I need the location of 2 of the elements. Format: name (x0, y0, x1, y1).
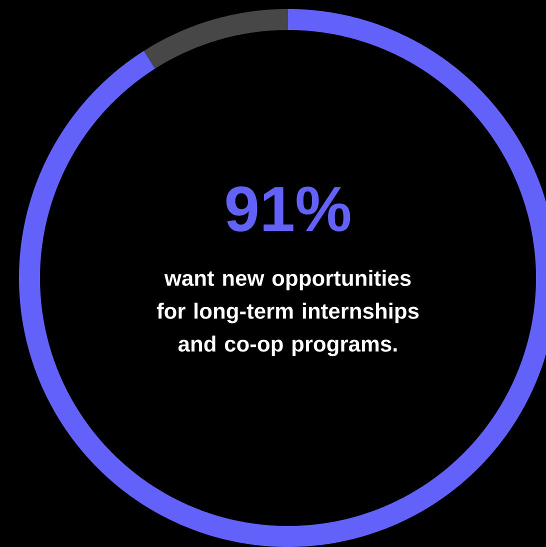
data-label: 91% (226, 186, 350, 232)
text: want new opportunities for long-term internships and co-op programs. (156, 270, 419, 356)
